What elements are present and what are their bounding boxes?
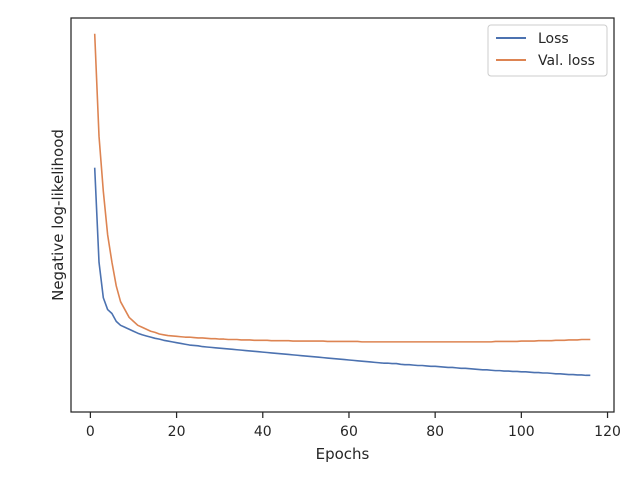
series-line-val-loss: [93, 33, 591, 343]
x-tick-label: 0: [86, 424, 95, 440]
x-axis-ticks: 0 20 40 60 80 100 120: [86, 412, 621, 440]
series-lines: [93, 33, 591, 377]
x-tick-label: 100: [508, 424, 535, 440]
plot-area: [71, 18, 614, 412]
legend: Loss Val. loss: [487, 24, 608, 77]
x-axis-label: Epochs: [316, 445, 370, 463]
x-tick-label: 80: [426, 424, 444, 440]
plot-frame: [70, 17, 615, 413]
x-tick-label: 40: [254, 424, 272, 440]
y-axis-label: Negative log-likelihood: [49, 129, 67, 301]
legend-label-val-loss: Val. loss: [538, 53, 595, 69]
x-tick-label: 60: [340, 424, 358, 440]
x-tick-label: 20: [168, 424, 186, 440]
legend-label-loss: Loss: [538, 31, 569, 47]
x-tick-label: 120: [594, 424, 621, 440]
series-line-loss: [93, 167, 591, 377]
